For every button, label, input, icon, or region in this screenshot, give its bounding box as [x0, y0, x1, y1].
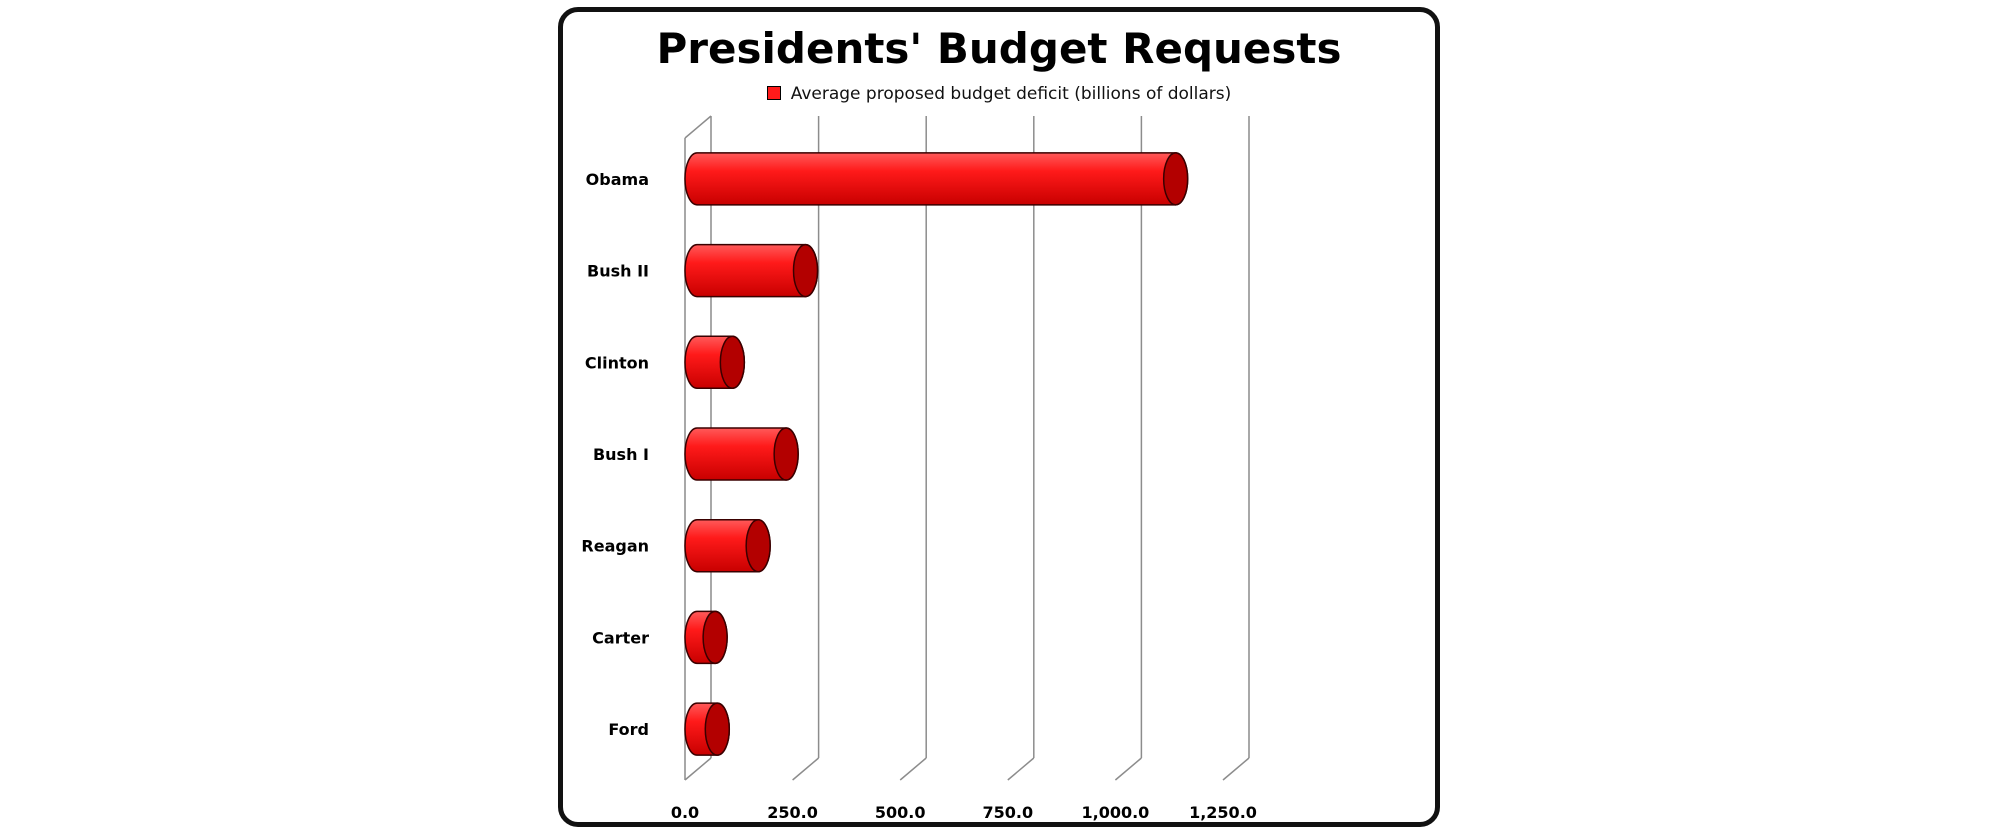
bar-cap [773, 427, 799, 481]
chart-title: Presidents' Budget Requests [656, 24, 1342, 73]
bar-chart-plot: 0.0 250.0 500.0 750.0 1,000.0 1,250.0 Obama Bus… [581, 115, 1257, 822]
legend: Average proposed budget deficit (billion… [563, 84, 1435, 104]
labels-layer: 0.0 250.0 500.0 750.0 1,000.0 1,250.0 Obama Bus… [581, 170, 1257, 822]
gridline-floor [899, 757, 927, 781]
bar-cap [792, 243, 819, 298]
gridline-floor [792, 757, 820, 781]
legend-label: Average proposed budget deficit (billion… [790, 84, 1232, 104]
category-label: Carter [592, 628, 649, 647]
gridline-floor [684, 757, 712, 781]
bar-cap [1162, 152, 1189, 206]
category-label: Clinton [585, 353, 649, 372]
bar-cap [719, 335, 746, 390]
category-label: Obama [586, 170, 649, 189]
category-label: Bush I [593, 445, 649, 464]
category-label: Ford [608, 720, 649, 739]
bars-layer [684, 152, 1189, 756]
bar-cap [745, 518, 771, 573]
x-tick-label: 750.0 [982, 803, 1033, 822]
axis-wall-top [684, 115, 712, 139]
x-tick-label: 250.0 [767, 803, 818, 822]
bar-cap [702, 610, 728, 665]
x-tick-label: 1,250.0 [1189, 803, 1257, 822]
legend-swatch [766, 86, 781, 100]
gridline-floor [1007, 757, 1035, 781]
category-label: Reagan [581, 537, 649, 556]
gridline-floor [1114, 757, 1142, 781]
x-tick-label: 1,000.0 [1081, 803, 1149, 822]
bar-cap [704, 702, 731, 756]
x-tick-label: 500.0 [875, 803, 926, 822]
category-label: Bush II [587, 262, 649, 281]
bar-obama [684, 152, 1189, 206]
x-tick-label: 0.0 [671, 803, 699, 822]
gridline-floor [1222, 757, 1250, 781]
chart-frame: Presidents' Budget Requests Average prop… [558, 7, 1440, 827]
